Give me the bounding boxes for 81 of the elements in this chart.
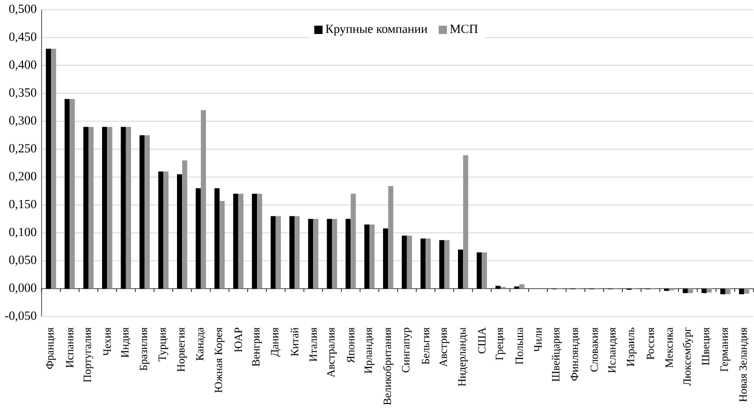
bar — [426, 238, 431, 289]
y-tick-label: 0,200 — [9, 172, 36, 182]
x-tick-label: Индия — [121, 328, 131, 358]
y-tick-label: 0,300 — [9, 116, 36, 126]
x-tick-label: Польша — [516, 328, 523, 364]
bar — [332, 218, 338, 289]
x-tick-label: Норвегия — [177, 328, 187, 372]
x-tick-label: Канада — [196, 328, 206, 361]
x-tick-label: Новая Зеландия — [739, 328, 749, 402]
bar — [706, 288, 712, 293]
y-tick-label: 0,450 — [9, 32, 36, 43]
bar — [50, 48, 56, 289]
y-tick-label: 0,100 — [9, 228, 36, 238]
bar — [388, 186, 394, 289]
bar — [482, 252, 487, 289]
x-tick-label: ЮАР — [234, 328, 242, 352]
x-tick-label: Нидерланды — [458, 328, 468, 386]
y-tick-label: 0,050 — [9, 256, 36, 266]
legend-label: Крупные компании — [326, 24, 428, 36]
x-tick-label: Чили — [534, 328, 542, 352]
x-tick-label: Китай — [290, 328, 298, 356]
x-tick-label: Исландия — [608, 328, 618, 373]
x-tick-label: Сингапур — [402, 328, 412, 372]
legend-label: МСП — [450, 24, 478, 34]
bar — [163, 172, 168, 289]
x-tick-label: Великобритания — [383, 328, 394, 405]
bar — [294, 216, 300, 289]
x-tick-label: Финляндия — [570, 328, 580, 381]
y-tick-label: 0,500 — [9, 4, 36, 15]
x-tick-label: Япония — [347, 328, 354, 364]
bar — [350, 194, 356, 289]
bar — [182, 160, 188, 289]
x-tick-label: Австралия — [327, 328, 337, 378]
y-tick-label: -0,050 — [5, 312, 36, 322]
bar — [238, 194, 244, 289]
bar — [725, 288, 730, 294]
x-tick-label: США — [478, 327, 486, 354]
bar — [744, 288, 750, 294]
y-tick-label: 0,150 — [9, 200, 36, 210]
bar — [369, 224, 375, 289]
x-tick-label: Бразилия — [140, 328, 150, 371]
x-tick-label: Южная Корея — [214, 328, 224, 393]
x-tick-label: Швеция — [702, 328, 712, 366]
x-tick-label: Россия — [646, 328, 654, 360]
x-tick-label: Франция — [46, 328, 56, 369]
bar — [70, 99, 75, 289]
y-tick-label: 0,400 — [9, 60, 36, 71]
bar — [463, 155, 468, 289]
y-tick-label: 0,350 — [9, 88, 36, 99]
x-tick-label: Швейцария — [552, 328, 562, 382]
x-tick-label: Словакия — [590, 328, 598, 372]
x-tick-label: Португалия — [84, 328, 94, 382]
x-tick-label: Австрия — [440, 328, 450, 367]
bar — [107, 126, 112, 289]
x-tick-label: Мексика — [665, 328, 673, 368]
bar — [519, 284, 524, 289]
bar — [313, 218, 318, 289]
x-tick-label: Германия — [720, 328, 730, 372]
x-tick-label: Израиль — [626, 328, 636, 366]
x-tick-label: Турция — [158, 328, 168, 362]
bar — [126, 126, 132, 289]
x-tick-label: Ирландия — [364, 328, 374, 374]
bar — [276, 216, 281, 289]
x-tick-label: Венгрия — [252, 328, 262, 366]
x-tick-label: Италия — [310, 328, 317, 362]
bar — [220, 201, 225, 289]
bar — [144, 135, 150, 289]
x-tick-label: Греция — [496, 328, 506, 360]
bar — [257, 194, 262, 289]
y-tick-label: 0,250 — [9, 144, 36, 154]
x-tick-label: Чехия — [104, 328, 111, 356]
bar — [200, 110, 206, 289]
bar — [444, 240, 450, 289]
bar — [88, 126, 94, 289]
x-tick-label: Дания — [270, 328, 281, 357]
x-tick-label: Испания — [66, 328, 74, 368]
bar — [406, 236, 412, 289]
x-tick-label: Люксембург — [682, 328, 694, 386]
x-tick-label: Бельгия — [422, 328, 430, 364]
bar — [688, 288, 694, 294]
y-tick-label: 0,000 — [9, 284, 36, 294]
